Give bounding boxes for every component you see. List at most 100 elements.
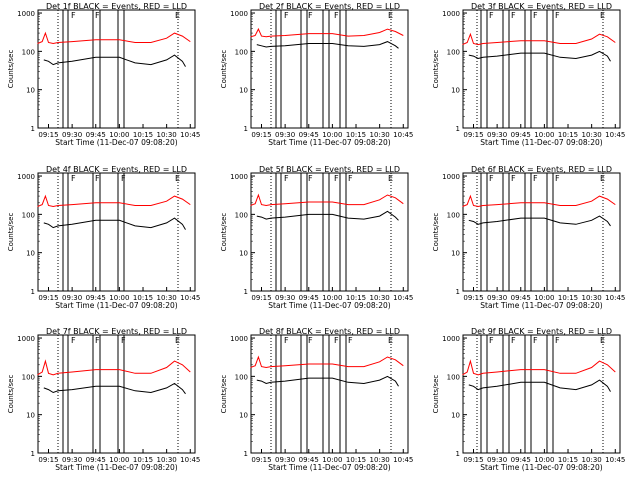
panel-title: Det 8f BLACK = Events, RED = LLD (259, 327, 400, 336)
events-series-line (43, 54, 186, 67)
x-tick-label: 09:30 (275, 294, 295, 302)
x-tick-label: 10:00 (322, 294, 342, 302)
panel-title: Det 6f BLACK = Events, RED = LLD (471, 165, 612, 174)
y-axis-label: Counts/sec (7, 50, 15, 89)
x-tick-label: 10:15 (558, 294, 578, 302)
x-axis-label: Start Time (11-Dec-07 09:08:20) (268, 463, 390, 472)
y-axis-label: Counts/sec (432, 375, 440, 414)
lld-series-line (37, 31, 191, 45)
events-series-line (468, 215, 611, 227)
plot-frame (462, 9, 621, 129)
y-tick-label: 100 (22, 48, 35, 56)
x-tick-label: 09:45 (86, 456, 106, 464)
events-series-line (43, 217, 186, 230)
y-axis-label: Counts/sec (220, 213, 228, 252)
x-tick-label: 09:30 (275, 131, 295, 139)
interval-marker-label: F (489, 11, 494, 20)
x-tick-label: 10:15 (133, 294, 153, 302)
interval-marker-label: F (348, 174, 353, 183)
y-tick-label: 1 (31, 288, 35, 296)
interval-marker-label: F (121, 174, 126, 183)
detector-panel-2: Det 2f BLACK = Events, RED = LLD 1 10 100 10… (220, 2, 413, 147)
x-tick-label: 09:30 (487, 456, 507, 464)
panel-title: Det 4f BLACK = Events, RED = LLD (46, 165, 187, 174)
interval-marker-label: F (555, 336, 560, 345)
x-tick-label: 09:15 (463, 131, 483, 139)
x-tick-label: 09:15 (38, 294, 58, 302)
detector-panel-7: Det 7f BLACK = Events, RED = LLD 1 10 100 10… (7, 327, 200, 472)
interval-marker-label: F (95, 174, 100, 183)
y-tick-label: 10 (451, 87, 460, 95)
events-series-line (256, 375, 399, 387)
x-tick-label: 10:00 (109, 456, 129, 464)
y-tick-label: 1000 (442, 173, 460, 181)
y-tick-label: 1 (456, 450, 460, 458)
panel-title: Det 7f BLACK = Events, RED = LLD (46, 327, 187, 336)
y-tick-label: 100 (235, 48, 248, 56)
panel-title: Det 2f BLACK = Events, RED = LLD (259, 2, 400, 11)
interval-marker-label: F (511, 336, 516, 345)
plot-frame (462, 334, 621, 454)
x-tick-label: 09:30 (62, 456, 82, 464)
x-tick-label: 10:45 (393, 131, 413, 139)
x-tick-label: 09:45 (299, 131, 319, 139)
y-axis-label: Counts/sec (7, 213, 15, 252)
y-tick-label: 1000 (230, 10, 248, 18)
x-tick-label: 09:30 (487, 294, 507, 302)
x-tick-label: 10:45 (393, 456, 413, 464)
x-tick-label: 10:45 (605, 131, 625, 139)
interval-marker-label: F (308, 174, 313, 183)
interval-marker-label: F (284, 336, 289, 345)
x-axis-label: Start Time (11-Dec-07 09:08:20) (55, 301, 177, 310)
interval-marker-label: F (284, 11, 289, 20)
panel-title: Det 9f BLACK = Events, RED = LLD (471, 327, 612, 336)
lld-series-line (37, 359, 191, 376)
interval-marker-label: F (511, 11, 516, 20)
events-series-line (256, 210, 399, 221)
y-tick-label: 1000 (230, 335, 248, 343)
y-tick-label: 10 (451, 250, 460, 258)
interval-marker-label: F (308, 336, 313, 345)
y-tick-label: 1 (244, 288, 248, 296)
y-tick-label: 1000 (17, 335, 35, 343)
y-axis-label: Counts/sec (432, 213, 440, 252)
y-tick-label: 1 (31, 125, 35, 133)
x-tick-label: 09:15 (251, 131, 271, 139)
y-tick-label: 10 (26, 87, 35, 95)
lld-series-line (462, 194, 616, 208)
interval-marker-label: F (489, 336, 494, 345)
interval-marker-label: F (284, 174, 289, 183)
interval-marker-label: E (175, 336, 180, 345)
x-tick-label: 09:30 (487, 131, 507, 139)
interval-marker-label: F (308, 11, 313, 20)
x-tick-label: 10:15 (346, 131, 366, 139)
x-tick-label: 10:15 (346, 294, 366, 302)
x-tick-label: 10:30 (370, 456, 390, 464)
y-tick-label: 1000 (442, 335, 460, 343)
x-tick-label: 10:00 (109, 131, 129, 139)
y-axis-label: Counts/sec (220, 375, 228, 414)
y-axis-label: Counts/sec (432, 50, 440, 89)
x-tick-label: 09:15 (251, 294, 271, 302)
plot-frame (37, 172, 196, 292)
y-axis-label: Counts/sec (220, 50, 228, 89)
y-tick-label: 1 (31, 450, 35, 458)
y-tick-label: 10 (451, 412, 460, 420)
x-tick-label: 10:30 (582, 131, 602, 139)
x-tick-label: 10:30 (157, 456, 177, 464)
x-tick-label: 10:30 (582, 456, 602, 464)
interval-marker-label: F (334, 336, 339, 345)
interval-marker-label: E (388, 174, 393, 183)
y-tick-label: 10 (26, 412, 35, 420)
x-tick-label: 09:45 (511, 294, 531, 302)
x-tick-label: 10:45 (605, 294, 625, 302)
panel-title: Det 1f BLACK = Events, RED = LLD (46, 2, 187, 11)
x-tick-label: 09:45 (299, 456, 319, 464)
y-tick-label: 1000 (230, 173, 248, 181)
interval-marker-label: F (511, 174, 516, 183)
interval-marker-label: F (489, 174, 494, 183)
x-axis-label: Start Time (11-Dec-07 09:08:20) (268, 138, 390, 147)
interval-marker-label: F (348, 336, 353, 345)
y-tick-label: 100 (447, 211, 460, 219)
